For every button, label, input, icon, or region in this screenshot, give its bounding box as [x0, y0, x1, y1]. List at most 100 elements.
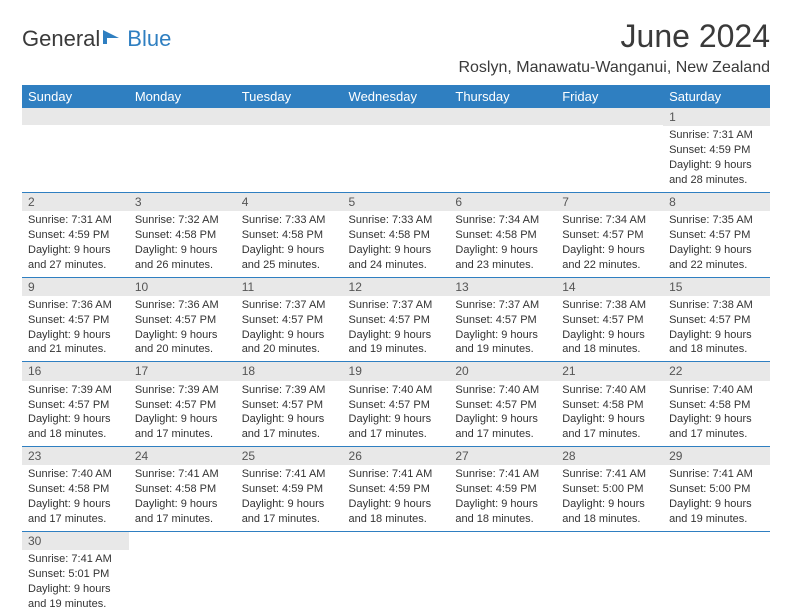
weekday-header: Monday [129, 85, 236, 108]
day-detail-line: Daylight: 9 hours [135, 412, 230, 427]
day-number: 9 [22, 278, 129, 296]
day-detail-line: and 18 minutes. [562, 512, 657, 527]
day-detail-line: Sunrise: 7:37 AM [349, 298, 444, 313]
day-details: Sunrise: 7:38 AMSunset: 4:57 PMDaylight:… [663, 296, 770, 361]
day-detail-line: and 27 minutes. [28, 258, 123, 273]
day-detail-line: and 18 minutes. [562, 342, 657, 357]
empty-day-header [343, 108, 450, 125]
day-detail-line: Sunset: 4:57 PM [135, 313, 230, 328]
calendar-day-cell [556, 108, 663, 192]
day-details: Sunrise: 7:41 AMSunset: 5:00 PMDaylight:… [663, 465, 770, 530]
day-detail-line: and 17 minutes. [669, 427, 764, 442]
calendar-day-cell: 21Sunrise: 7:40 AMSunset: 4:58 PMDayligh… [556, 362, 663, 447]
day-detail-line: Daylight: 9 hours [349, 497, 444, 512]
day-detail-line: Daylight: 9 hours [669, 497, 764, 512]
day-details: Sunrise: 7:34 AMSunset: 4:57 PMDaylight:… [556, 211, 663, 276]
calendar-day-cell: 12Sunrise: 7:37 AMSunset: 4:57 PMDayligh… [343, 277, 450, 362]
day-details: Sunrise: 7:41 AMSunset: 5:01 PMDaylight:… [22, 550, 129, 615]
day-detail-line: Daylight: 9 hours [242, 497, 337, 512]
calendar-day-cell [663, 531, 770, 615]
day-detail-line: Sunset: 5:00 PM [562, 482, 657, 497]
day-number: 29 [663, 447, 770, 465]
calendar-day-cell: 23Sunrise: 7:40 AMSunset: 4:58 PMDayligh… [22, 447, 129, 532]
location-subtitle: Roslyn, Manawatu-Wanganui, New Zealand [458, 59, 770, 77]
day-detail-line: and 18 minutes. [28, 427, 123, 442]
day-details: Sunrise: 7:33 AMSunset: 4:58 PMDaylight:… [236, 211, 343, 276]
day-detail-line: Sunset: 4:57 PM [28, 313, 123, 328]
day-details: Sunrise: 7:36 AMSunset: 4:57 PMDaylight:… [22, 296, 129, 361]
calendar-day-cell: 19Sunrise: 7:40 AMSunset: 4:57 PMDayligh… [343, 362, 450, 447]
calendar-table: SundayMondayTuesdayWednesdayThursdayFrid… [22, 85, 770, 616]
calendar-day-cell [129, 108, 236, 192]
weekday-header: Thursday [449, 85, 556, 108]
day-detail-line: Sunset: 4:57 PM [135, 398, 230, 413]
day-detail-line: Daylight: 9 hours [349, 243, 444, 258]
day-detail-line: Daylight: 9 hours [562, 412, 657, 427]
calendar-day-cell: 26Sunrise: 7:41 AMSunset: 4:59 PMDayligh… [343, 447, 450, 532]
calendar-day-cell: 8Sunrise: 7:35 AMSunset: 4:57 PMDaylight… [663, 192, 770, 277]
day-number: 30 [22, 532, 129, 550]
calendar-day-cell: 5Sunrise: 7:33 AMSunset: 4:58 PMDaylight… [343, 192, 450, 277]
day-details: Sunrise: 7:41 AMSunset: 5:00 PMDaylight:… [556, 465, 663, 530]
day-detail-line: Sunset: 4:59 PM [28, 228, 123, 243]
empty-day-header [449, 108, 556, 125]
day-detail-line: Sunrise: 7:39 AM [242, 383, 337, 398]
day-number: 19 [343, 362, 450, 380]
day-detail-line: Sunrise: 7:36 AM [135, 298, 230, 313]
day-details: Sunrise: 7:40 AMSunset: 4:57 PMDaylight:… [449, 381, 556, 446]
day-detail-line: Sunrise: 7:41 AM [135, 467, 230, 482]
day-number: 10 [129, 278, 236, 296]
day-number: 21 [556, 362, 663, 380]
day-detail-line: and 17 minutes. [28, 512, 123, 527]
day-details: Sunrise: 7:36 AMSunset: 4:57 PMDaylight:… [129, 296, 236, 361]
day-detail-line: Sunrise: 7:35 AM [669, 213, 764, 228]
weekday-header: Saturday [663, 85, 770, 108]
day-detail-line: and 20 minutes. [135, 342, 230, 357]
day-details: Sunrise: 7:39 AMSunset: 4:57 PMDaylight:… [129, 381, 236, 446]
day-detail-line: Sunset: 4:57 PM [562, 313, 657, 328]
day-detail-line: Daylight: 9 hours [28, 582, 123, 597]
day-number: 5 [343, 193, 450, 211]
day-number: 1 [663, 108, 770, 126]
day-details: Sunrise: 7:40 AMSunset: 4:57 PMDaylight:… [343, 381, 450, 446]
day-detail-line: Sunset: 4:58 PM [242, 228, 337, 243]
day-detail-line: Sunrise: 7:37 AM [455, 298, 550, 313]
day-detail-line: Daylight: 9 hours [455, 328, 550, 343]
day-number: 14 [556, 278, 663, 296]
day-number: 24 [129, 447, 236, 465]
day-number: 27 [449, 447, 556, 465]
day-number: 15 [663, 278, 770, 296]
calendar-day-cell: 20Sunrise: 7:40 AMSunset: 4:57 PMDayligh… [449, 362, 556, 447]
day-number: 11 [236, 278, 343, 296]
day-detail-line: Sunset: 5:00 PM [669, 482, 764, 497]
day-detail-line: and 24 minutes. [349, 258, 444, 273]
calendar-day-cell: 1Sunrise: 7:31 AMSunset: 4:59 PMDaylight… [663, 108, 770, 192]
day-detail-line: and 18 minutes. [455, 512, 550, 527]
day-detail-line: and 28 minutes. [669, 173, 764, 188]
calendar-day-cell: 4Sunrise: 7:33 AMSunset: 4:58 PMDaylight… [236, 192, 343, 277]
day-detail-line: Sunset: 4:59 PM [455, 482, 550, 497]
day-detail-line: Daylight: 9 hours [242, 243, 337, 258]
day-number: 3 [129, 193, 236, 211]
empty-day-header [22, 108, 129, 125]
day-detail-line: Daylight: 9 hours [669, 328, 764, 343]
weekday-header: Tuesday [236, 85, 343, 108]
calendar-week-row: 30Sunrise: 7:41 AMSunset: 5:01 PMDayligh… [22, 531, 770, 615]
calendar-week-row: 9Sunrise: 7:36 AMSunset: 4:57 PMDaylight… [22, 277, 770, 362]
logo: General Blue [22, 26, 171, 52]
day-detail-line: Sunrise: 7:40 AM [455, 383, 550, 398]
day-number: 8 [663, 193, 770, 211]
calendar-day-cell [343, 531, 450, 615]
month-title: June 2024 [458, 18, 770, 55]
day-detail-line: Daylight: 9 hours [455, 497, 550, 512]
day-detail-line: Daylight: 9 hours [242, 328, 337, 343]
page-header: General Blue June 2024 Roslyn, Manawatu-… [22, 18, 770, 77]
day-detail-line: Daylight: 9 hours [562, 497, 657, 512]
calendar-day-cell [556, 531, 663, 615]
day-details: Sunrise: 7:40 AMSunset: 4:58 PMDaylight:… [22, 465, 129, 530]
calendar-day-cell: 18Sunrise: 7:39 AMSunset: 4:57 PMDayligh… [236, 362, 343, 447]
day-detail-line: and 18 minutes. [669, 342, 764, 357]
day-detail-line: Daylight: 9 hours [135, 328, 230, 343]
day-detail-line: Daylight: 9 hours [242, 412, 337, 427]
calendar-day-cell: 22Sunrise: 7:40 AMSunset: 4:58 PMDayligh… [663, 362, 770, 447]
